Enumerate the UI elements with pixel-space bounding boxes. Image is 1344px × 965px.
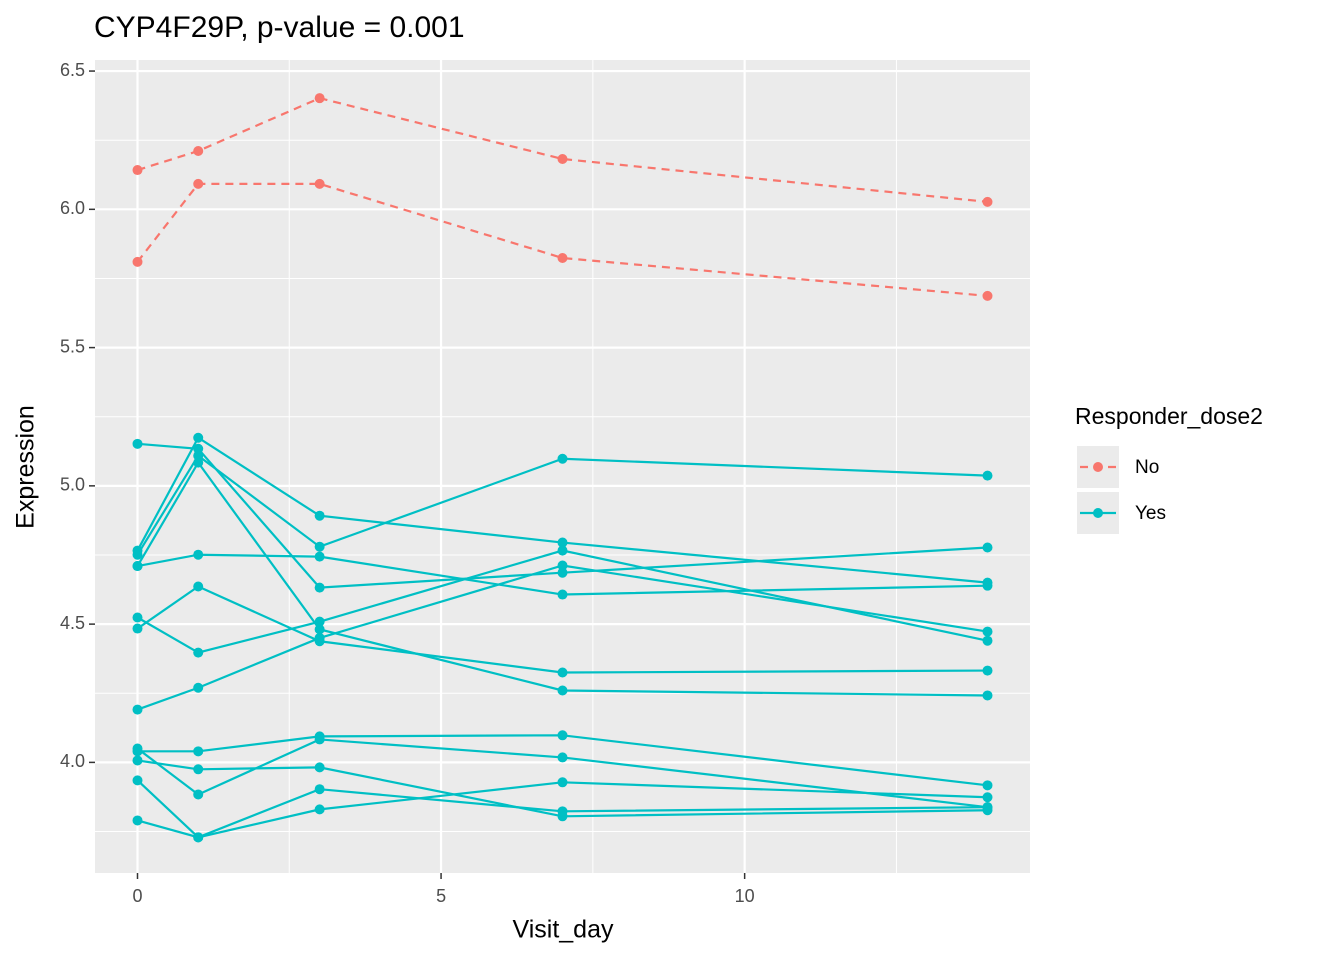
data-point: [557, 752, 568, 763]
data-point: [193, 450, 204, 461]
y-tick-label: 5.0: [60, 475, 85, 495]
data-point: [557, 537, 568, 548]
data-point: [314, 582, 325, 593]
data-point: [193, 443, 204, 454]
data-point: [132, 561, 143, 572]
x-axis-label: Visit_day: [513, 916, 614, 944]
data-point: [314, 551, 325, 562]
data-point: [982, 792, 993, 803]
data-point: [193, 832, 204, 843]
data-point: [557, 806, 568, 817]
data-point: [557, 153, 568, 164]
data-point: [314, 541, 325, 552]
data-point: [557, 453, 568, 464]
data-point: [132, 623, 143, 634]
data-point: [132, 438, 143, 449]
data-point: [132, 755, 143, 766]
data-point: [557, 685, 568, 696]
data-point: [557, 567, 568, 578]
data-point: [132, 704, 143, 715]
data-point: [982, 196, 993, 207]
y-tick-label: 6.0: [60, 198, 85, 218]
x-tick-label: 0: [132, 886, 142, 906]
plot-panel: [95, 60, 1030, 873]
series-line: [136, 182, 988, 297]
data-point: [982, 690, 993, 701]
y-axis-label: Expression: [12, 405, 40, 529]
legend-point: [1093, 462, 1103, 472]
data-point: [314, 632, 325, 643]
data-point: [982, 470, 993, 481]
y-tick-label: 6.5: [60, 60, 85, 80]
data-point: [314, 624, 325, 635]
y-tick-label: 4.0: [60, 751, 85, 771]
data-point: [132, 746, 143, 757]
data-point: [982, 635, 993, 646]
data-point: [132, 612, 143, 623]
data-point: [193, 647, 204, 658]
data-point: [314, 784, 325, 795]
data-point: [132, 256, 143, 267]
legend-point: [1093, 508, 1103, 518]
y-tick-label: 4.5: [60, 613, 85, 633]
data-point: [557, 252, 568, 263]
data-point: [193, 145, 204, 156]
data-point: [314, 510, 325, 521]
chart-title: CYP4F29P, p-value = 0.001: [94, 11, 465, 44]
data-point: [557, 777, 568, 788]
data-point: [557, 589, 568, 600]
data-point: [982, 542, 993, 553]
legend-title: Responder_dose2: [1075, 403, 1263, 429]
data-point: [314, 804, 325, 815]
data-point: [193, 432, 204, 443]
data-point: [314, 731, 325, 742]
y-tick-label: 5.5: [60, 336, 85, 356]
data-point: [132, 165, 143, 176]
data-point: [132, 549, 143, 560]
data-point: [982, 626, 993, 637]
legend-label: Yes: [1135, 503, 1166, 524]
data-point: [193, 789, 204, 800]
data-point: [193, 746, 204, 757]
data-point: [982, 290, 993, 301]
data-point: [132, 775, 143, 786]
data-point: [193, 549, 204, 560]
data-point: [193, 178, 204, 189]
data-point: [982, 780, 993, 791]
x-tick-label: 10: [735, 886, 755, 906]
data-point: [314, 616, 325, 627]
data-point: [193, 764, 204, 775]
data-point: [557, 667, 568, 678]
data-point: [982, 802, 993, 813]
data-point: [982, 665, 993, 676]
data-point: [314, 762, 325, 773]
data-point: [314, 93, 325, 104]
data-point: [193, 457, 204, 468]
data-point: [982, 580, 993, 591]
data-point: [314, 178, 325, 189]
data-point: [557, 545, 568, 556]
legend-label: No: [1135, 457, 1159, 478]
data-point: [132, 815, 143, 826]
data-point: [557, 730, 568, 741]
data-point: [193, 581, 204, 592]
x-tick-label: 5: [436, 886, 446, 906]
data-point: [193, 682, 204, 693]
data-point: [557, 560, 568, 571]
